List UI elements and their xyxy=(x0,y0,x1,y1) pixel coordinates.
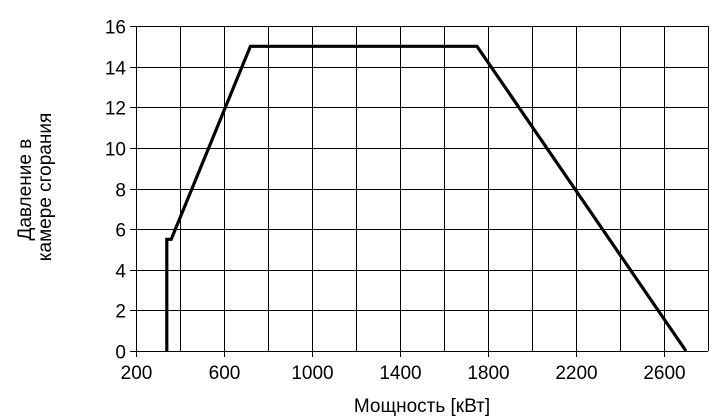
series-line xyxy=(165,44,688,352)
x-tick-label: 600 xyxy=(209,363,241,384)
y-tick-label: 10 xyxy=(105,140,126,161)
y-tick-label: 4 xyxy=(115,262,126,283)
y-tick-label: 16 xyxy=(105,18,126,39)
x-tick-label: 2200 xyxy=(555,363,597,384)
y-tick-label: 0 xyxy=(115,343,126,364)
x-tick-label: 200 xyxy=(121,363,153,384)
y-axis-title-line-1: Давление в xyxy=(15,139,36,241)
y-tick-label: 6 xyxy=(115,221,126,242)
y-tick-label: 8 xyxy=(115,181,126,202)
y-tick-label: 14 xyxy=(105,59,127,80)
series-layer xyxy=(165,44,688,352)
x-tick-label: 2600 xyxy=(643,363,685,384)
y-tick-label: 12 xyxy=(105,99,126,120)
y-axis-title-line-2: камере сгорания xyxy=(35,113,56,261)
y-tick-label: 2 xyxy=(115,302,126,323)
axes xyxy=(130,25,708,357)
x-tick-label: 1400 xyxy=(379,363,421,384)
x-tick-label: 1000 xyxy=(291,363,333,384)
x-tick-label: 1800 xyxy=(467,363,509,384)
x-axis-title: Мощность [кВт] xyxy=(354,396,490,417)
tick-labels: 0 2 4 6 8 10 12 14 16 200 600 1000 1400 1800 2200 2600 xyxy=(105,18,686,385)
y-axis-title: Давление в камере сгорания xyxy=(15,113,56,261)
grid xyxy=(136,26,709,351)
